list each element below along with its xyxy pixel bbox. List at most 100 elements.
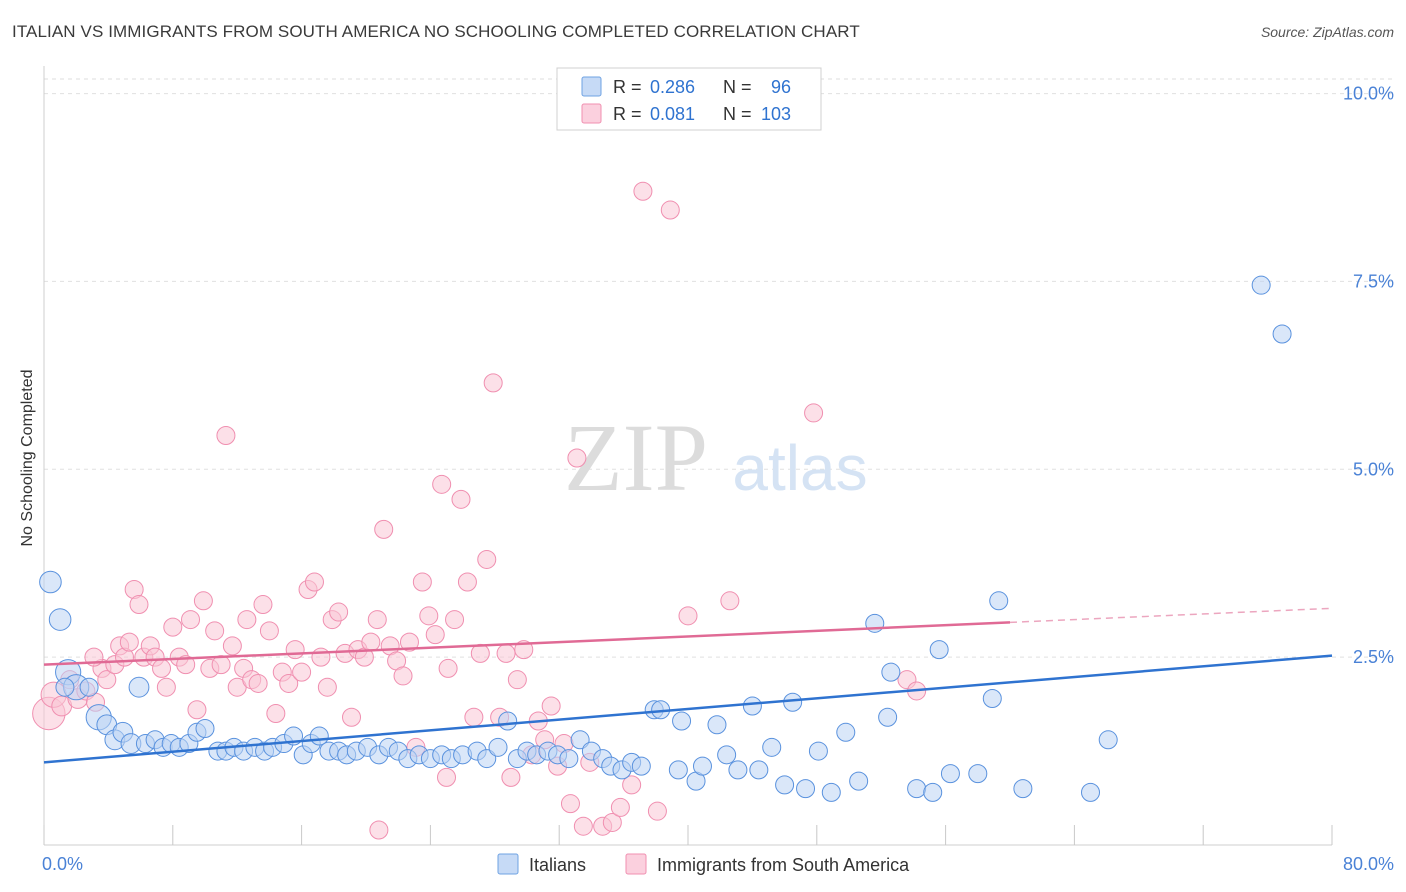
italians-point <box>821 782 841 802</box>
italians-point <box>672 711 692 731</box>
bottom-legend-swatch-italians <box>497 853 519 875</box>
y-tick-label-3: 10.0% <box>1343 84 1394 104</box>
immigrants-point <box>610 797 630 817</box>
legend-r-label-immigrants: R = <box>613 104 642 124</box>
legend-swatch-immigrants <box>581 103 602 124</box>
immigrants-point <box>567 448 587 468</box>
immigrants-point <box>259 621 279 641</box>
italians-point <box>775 775 795 795</box>
immigrants-point <box>419 606 439 626</box>
immigrants-point <box>317 677 337 697</box>
italians-point <box>79 677 99 697</box>
italians-point <box>128 676 150 698</box>
legend-r-value-immigrants: 0.081 <box>650 104 695 124</box>
italians-point <box>559 749 579 769</box>
italians-point <box>1013 779 1033 799</box>
trend-line-immigrants <box>43 621 1011 666</box>
immigrants-point <box>152 658 172 678</box>
x-tick-label-max: 80.0% <box>1343 854 1394 874</box>
italians-point <box>783 692 803 712</box>
immigrants-point <box>361 632 381 652</box>
italians-point <box>923 782 943 802</box>
italians-point <box>1272 324 1292 344</box>
y-tick-label-0: 2.5% <box>1353 647 1394 667</box>
italians-point <box>881 662 901 682</box>
immigrants-point <box>437 767 456 787</box>
bottom-legend-label-immigrants: Immigrants from South America <box>657 855 910 875</box>
immigrants-point <box>804 403 824 423</box>
immigrants-point <box>514 640 534 660</box>
italians-point <box>989 591 1009 611</box>
italians-point <box>749 760 769 780</box>
immigrants-point <box>496 643 516 663</box>
immigrants-point <box>279 673 299 693</box>
immigrants-point <box>541 696 561 716</box>
watermark-zip: ZIP <box>564 404 708 511</box>
immigrants-point <box>633 181 653 201</box>
immigrants-point <box>222 636 242 656</box>
watermark-atlas: atlas <box>732 432 867 504</box>
italians-point <box>707 715 727 735</box>
italians-point <box>1251 275 1271 295</box>
immigrants-point <box>720 591 740 611</box>
immigrants-point <box>193 591 213 611</box>
series-legend: Italians Immigrants from South America <box>497 853 910 875</box>
italians-point <box>692 756 712 776</box>
source-label: Source: ZipAtlas.com <box>1260 24 1394 40</box>
bottom-legend-swatch-immigrants <box>625 853 647 875</box>
immigrants-point <box>216 425 236 445</box>
y-axis-title: No Schooling Completed <box>19 369 36 547</box>
immigrants-point <box>501 767 521 787</box>
italians-point <box>929 640 949 660</box>
italians-point <box>742 696 762 716</box>
immigrants-point <box>573 816 593 836</box>
correlation-legend: R = 0.286 N = 96 R = 0.081 N = 103 <box>556 67 822 131</box>
immigrants-point <box>425 625 445 645</box>
immigrants-point <box>367 610 387 630</box>
immigrants-point <box>285 640 305 660</box>
immigrants-point <box>369 820 389 840</box>
italians-point <box>982 688 1002 708</box>
italians-point <box>498 711 518 731</box>
immigrants-point <box>464 707 484 727</box>
immigrants-point <box>119 632 139 652</box>
immigrants-point <box>266 704 286 723</box>
immigrants-point <box>399 632 419 652</box>
grid-lines <box>44 78 1392 658</box>
legend-n-value-italians: 96 <box>771 77 791 97</box>
italians-point <box>878 707 898 727</box>
italians-point <box>796 779 816 799</box>
immigrants-point <box>311 647 331 667</box>
italians-point <box>717 745 737 765</box>
y-tick-label-1: 5.0% <box>1353 459 1394 479</box>
trend-line-italians <box>43 654 1333 764</box>
italians-point <box>762 737 782 757</box>
immigrants-point <box>181 610 201 630</box>
immigrants-point <box>329 602 349 622</box>
immigrants-point <box>457 572 477 592</box>
immigrants-point <box>477 549 497 569</box>
italians-point <box>477 749 497 769</box>
watermark: ZIP atlas <box>564 404 868 511</box>
italians-point <box>631 756 651 776</box>
italians-point <box>1081 782 1100 802</box>
immigrants-point <box>602 812 622 832</box>
immigrants-point <box>374 519 394 539</box>
immigrants-point <box>412 572 432 592</box>
immigrants-point <box>438 658 458 678</box>
bottom-legend-label-italians: Italians <box>529 855 586 875</box>
immigrants-point <box>163 617 183 637</box>
immigrants-point <box>342 707 362 727</box>
legend-n-value-immigrants: 103 <box>761 104 791 124</box>
immigrants-point <box>176 655 196 675</box>
legend-r-label-italians: R = <box>613 77 642 97</box>
immigrants-point <box>393 666 413 686</box>
immigrants-point <box>187 700 207 720</box>
italians-point <box>849 771 869 791</box>
immigrants-point <box>432 474 452 494</box>
immigrants-point <box>248 673 268 693</box>
x-tick-label-min: 0.0% <box>42 854 83 874</box>
immigrants-point <box>129 595 149 615</box>
italians-point <box>808 741 828 761</box>
tick-labels: 2.5% 5.0% 7.5% 10.0% 0.0% 80.0% <box>42 84 1394 874</box>
